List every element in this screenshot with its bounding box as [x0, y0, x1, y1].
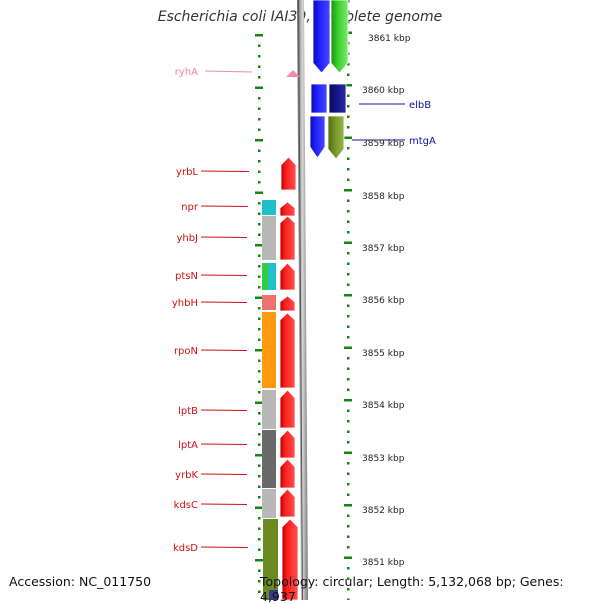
gene-label-elbB[interactable]: elbB — [409, 100, 431, 111]
ruler-tick-label: 3856 kbp — [362, 296, 405, 306]
gene-label-lptB[interactable]: lptB — [178, 406, 198, 417]
ruler-tick-label: 3860 kbp — [362, 86, 405, 96]
gene-label-kdsD[interactable]: kdsD — [173, 543, 198, 554]
ruler-tick-label: 3855 kbp — [362, 349, 405, 359]
block-yhbJ — [262, 216, 276, 260]
gene-arrow-navy-elbB — [328, 83, 347, 114]
leader-line — [200, 274, 248, 276]
category-blocks — [262, 200, 278, 600]
right-ruler — [344, 0, 352, 600]
leader-line — [200, 301, 248, 303]
ruler-tick-label: 3858 kbp — [362, 192, 405, 202]
gene-labels-right: elbB mtgA — [352, 100, 436, 147]
block-ptsN-cyan — [268, 263, 276, 290]
gene-arrow-yrbK — [279, 458, 296, 489]
ruler-tick-label: 3854 kbp — [362, 401, 405, 411]
gene-label-kdsC[interactable]: kdsC — [174, 500, 198, 511]
ruler-tick-label: 3857 kbp — [362, 244, 405, 254]
accession-label: Accession: NC_011750 — [9, 574, 152, 589]
gene-arrow-blue-1 — [310, 83, 328, 114]
leader-line — [200, 349, 248, 351]
block-rpoN — [262, 312, 276, 388]
gene-arrow-yhbJ — [279, 215, 296, 261]
gene-labels-left: ryhA yrbL npr yhbJ ptsN yhbH rpoN lptB lptA yrbK k… — [172, 67, 253, 554]
leader-line — [200, 170, 250, 172]
gene-label-mtgA[interactable]: mtgA — [409, 136, 436, 147]
leader-line — [204, 70, 253, 73]
ruler-tick-label: 3861 kbp — [368, 34, 411, 44]
gene-arrow-top-blue — [312, 0, 331, 74]
leader-line — [200, 473, 248, 475]
gene-arrow-npr — [279, 201, 296, 217]
block-yhbH — [262, 295, 276, 310]
leader-line — [200, 503, 248, 505]
leader-line — [200, 205, 249, 207]
gene-label-npr[interactable]: npr — [181, 202, 199, 213]
leader-line — [200, 546, 249, 548]
gene-label-yrbL[interactable]: yrbL — [176, 167, 198, 178]
ruler-tick-label: 3853 kbp — [362, 454, 405, 464]
ruler-tick-label: 3852 kbp — [362, 506, 405, 516]
block-kdsC — [262, 489, 276, 518]
gene-arrow-olive-mtgA — [327, 115, 345, 160]
block-yrbK — [262, 459, 276, 488]
gene-arrow-lptB — [279, 389, 296, 429]
rna-ryhA — [286, 70, 300, 77]
gene-label-lptA[interactable]: lptA — [178, 440, 198, 451]
gene-arrow-lptA — [279, 429, 296, 459]
block-lptB — [262, 390, 276, 429]
lower-strand-features — [279, 70, 300, 600]
leader-line — [200, 443, 248, 445]
gene-arrow-ptsN — [279, 262, 296, 291]
gene-label-ptsN[interactable]: ptsN — [175, 271, 198, 282]
gene-arrow-kdsC — [279, 488, 296, 518]
leader-line — [200, 409, 248, 411]
left-ruler — [255, 34, 263, 593]
ruler-tick-label: 3859 kbp — [362, 139, 405, 149]
upper-strand-features — [309, 0, 349, 160]
leader-line — [200, 236, 248, 238]
gene-label-yrbK[interactable]: yrbK — [175, 470, 198, 481]
gene-label-yhbJ[interactable]: yhbJ — [176, 233, 198, 244]
gene-label-rpoN[interactable]: rpoN — [174, 346, 198, 357]
gene-arrow-yrbL — [280, 156, 297, 191]
genome-axis — [297, 0, 308, 600]
gene-arrow-kdsD — [281, 518, 299, 600]
ruler-labels: 3861 kbp 3860 kbp 3859 kbp 3858 kbp 3857 kbp… — [362, 34, 411, 568]
gene-label-yhbH[interactable]: yhbH — [172, 298, 198, 309]
block-npr — [262, 200, 276, 215]
gene-arrow-yhbH — [279, 295, 296, 312]
block-kdsD — [263, 519, 278, 600]
gene-arrow-blue-2 — [309, 115, 326, 159]
gene-arrow-top-green — [330, 0, 349, 74]
gene-label-ryhA[interactable]: ryhA — [175, 67, 198, 78]
gene-arrow-rpoN — [279, 312, 296, 389]
block-ptsN-green — [262, 263, 268, 290]
block-lptA — [262, 430, 276, 459]
ruler-tick-label: 3851 kbp — [362, 558, 405, 568]
block-kdsD-navy — [269, 590, 278, 600]
